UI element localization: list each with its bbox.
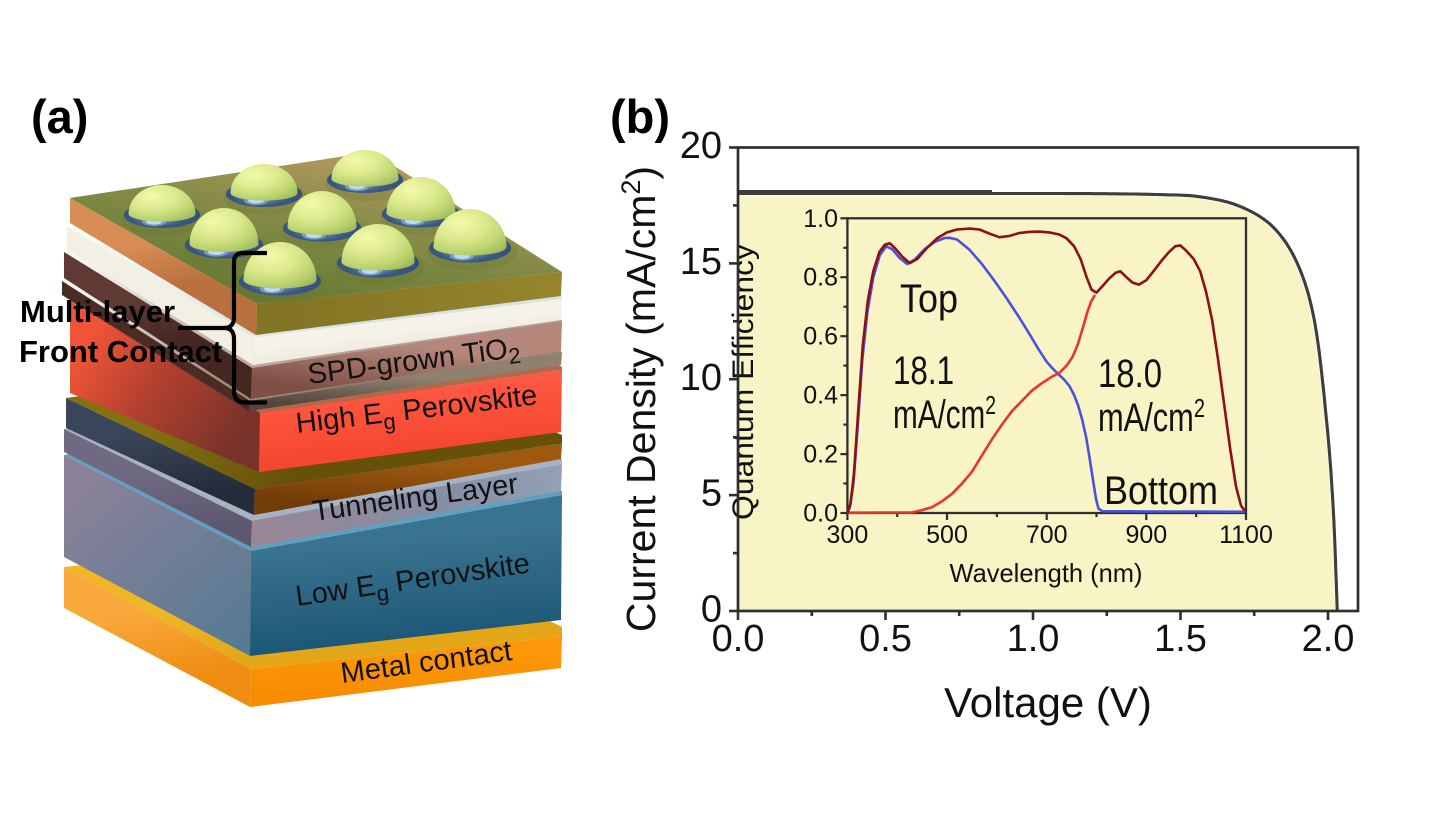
svg-text:1.5: 1.5: [1154, 618, 1207, 660]
svg-text:2.0: 2.0: [1302, 618, 1355, 660]
svg-text:0.5: 0.5: [859, 618, 912, 660]
svg-text:mA/cm2: mA/cm2: [893, 390, 996, 437]
svg-text:Top: Top: [900, 277, 958, 321]
svg-text:1.0: 1.0: [1007, 618, 1060, 660]
svg-text:(b): (b): [610, 90, 670, 143]
svg-text:mA/cm2: mA/cm2: [1098, 393, 1205, 440]
svg-text:700: 700: [1026, 521, 1068, 549]
svg-text:1.0: 1.0: [803, 205, 838, 233]
svg-text:300: 300: [827, 521, 869, 549]
svg-text:10: 10: [680, 357, 722, 399]
svg-text:20: 20: [680, 125, 722, 167]
svg-text:18.0: 18.0: [1098, 352, 1162, 396]
svg-text:Quantum Efficiency: Quantum Efficiency: [727, 244, 760, 520]
svg-text:Multi-layer: Multi-layer: [20, 294, 175, 329]
svg-text:0.2: 0.2: [803, 441, 838, 469]
svg-text:0.6: 0.6: [803, 323, 838, 351]
svg-text:0.8: 0.8: [803, 264, 838, 292]
svg-text:Bottom: Bottom: [1104, 469, 1218, 513]
svg-text:0.0: 0.0: [803, 500, 838, 528]
svg-text:1100: 1100: [1219, 521, 1273, 549]
svg-text:18.1: 18.1: [893, 349, 954, 393]
svg-text:5: 5: [701, 473, 722, 515]
svg-text:0: 0: [701, 589, 722, 631]
svg-text:Front Contact: Front Contact: [19, 334, 222, 369]
svg-text:500: 500: [926, 521, 968, 549]
svg-text:(a): (a): [31, 90, 88, 143]
svg-text:Voltage (V): Voltage (V): [944, 679, 1152, 726]
svg-text:0.4: 0.4: [803, 382, 838, 410]
svg-text:Wavelength (nm): Wavelength (nm): [950, 558, 1143, 588]
svg-text:900: 900: [1125, 521, 1167, 549]
svg-text:0.0: 0.0: [712, 618, 765, 660]
svg-text:Current Density (mA/cm2): Current Density (mA/cm2): [616, 166, 664, 632]
svg-text:15: 15: [680, 241, 722, 283]
